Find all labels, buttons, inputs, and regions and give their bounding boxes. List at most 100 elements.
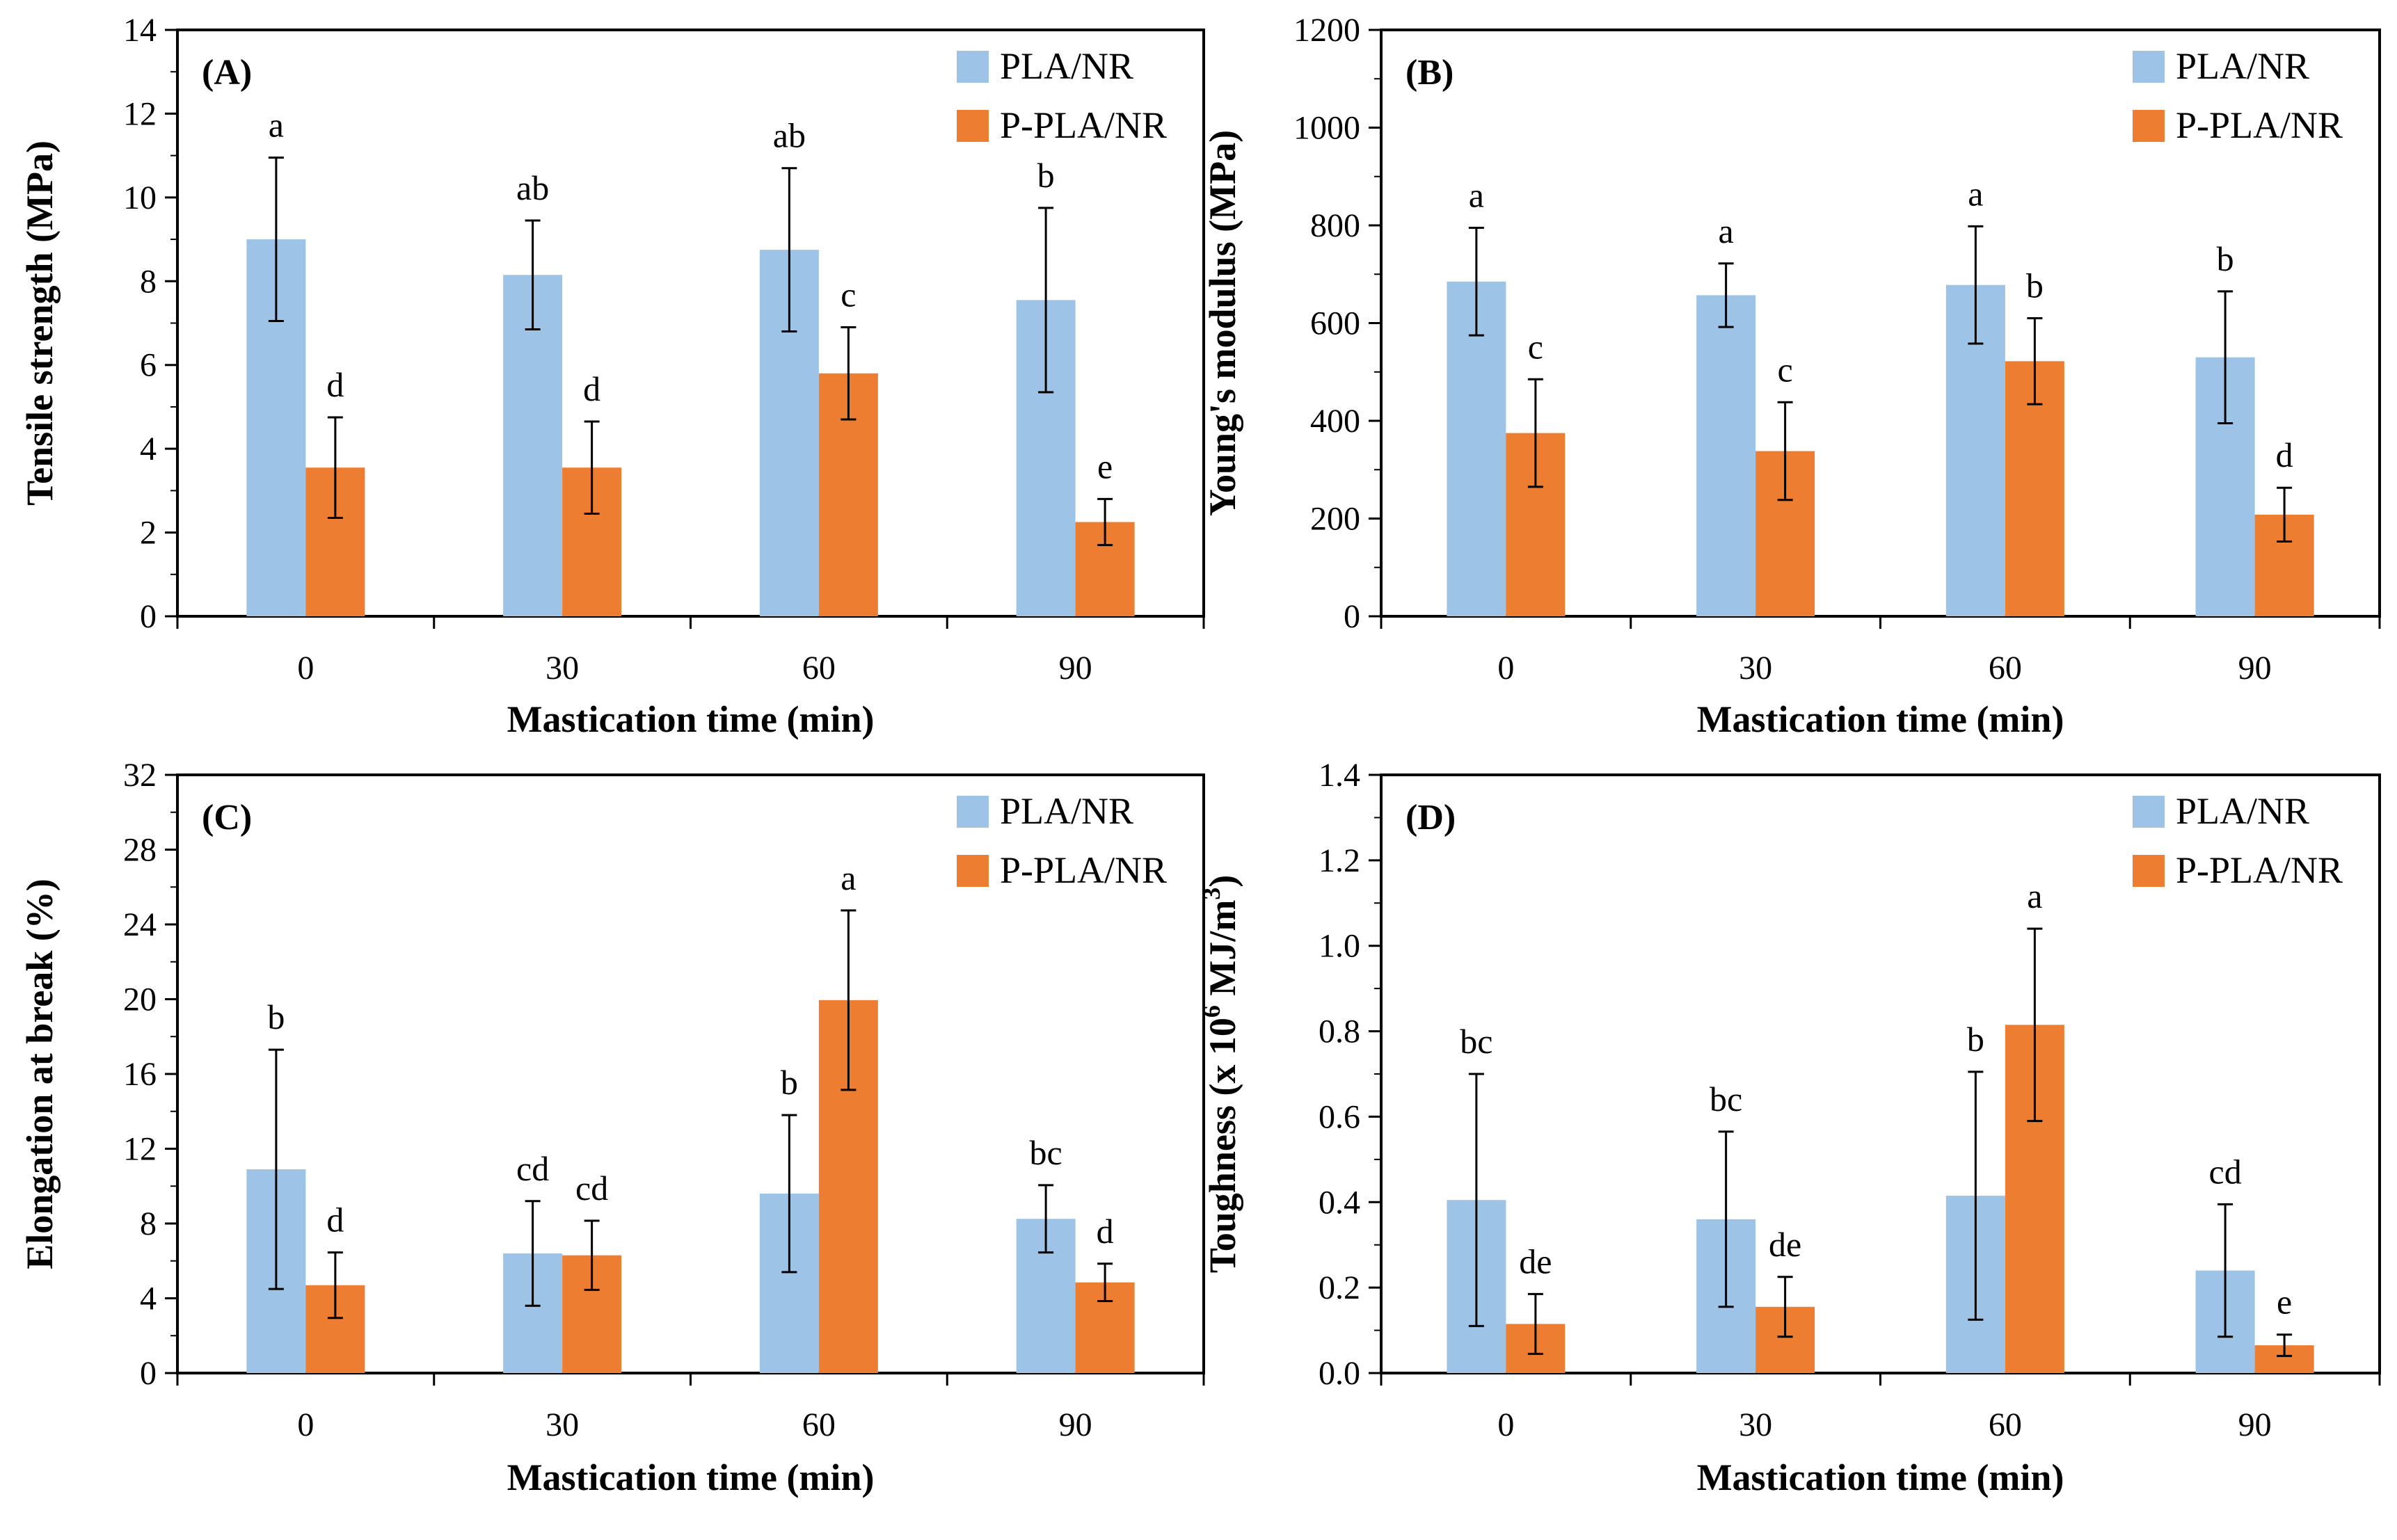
significance-letter: b [267,997,285,1036]
y-tick-label: 0 [1344,598,1360,635]
significance-letter: d [2276,435,2293,474]
panel-label: (C) [202,798,252,837]
y-tick-label: 6 [140,347,157,384]
legend-label: PLA/NR [1000,45,1133,87]
series-pla-nr: bc bc b cd [1447,1020,2255,1373]
bar [1696,295,1756,616]
y-axis-title: Toughness (x 106 MJ/m3) [1197,875,1243,1274]
significance-letter: d [1097,1212,1114,1251]
significance-letter: bc [1030,1133,1062,1172]
y-tick-label: 32 [123,757,157,794]
significance-letter: de [1769,1225,1801,1264]
legend-swatch [2133,855,2165,887]
significance-letter: b [1037,156,1055,195]
significance-letter: b [2026,266,2044,305]
y-tick-label: 4 [140,1281,157,1317]
significance-letter: cd [2209,1152,2242,1191]
x-tick-label: 90 [2238,650,2272,687]
x-tick-label: 30 [1739,1406,1772,1443]
x-tick-label: 30 [546,1406,579,1443]
x-axis-title: Mastication time (min) [507,698,875,740]
significance-letter: d [583,369,600,408]
y-tick-label: 1.4 [1319,757,1360,794]
significance-letter: e [1097,447,1113,486]
y-tick-label: 600 [1310,305,1360,342]
y-tick-label: 12 [123,1131,157,1168]
series-p-pla-nr: d d c e [305,275,1135,616]
x-axis-title: Mastication time (min) [1697,1457,2064,1498]
panel-label: (A) [202,53,252,93]
x-tick-label: 0 [1497,650,1514,687]
significance-letter: bc [1710,1080,1742,1118]
significance-letter: d [326,365,344,404]
y-tick-label: 0.8 [1319,1013,1360,1050]
x-tick-label: 90 [1059,1406,1092,1443]
x-tick-label: 60 [802,1406,836,1443]
panel-label: (D) [1405,798,1456,837]
legend-swatch [957,110,989,142]
y-tick-label: 14 [123,12,157,49]
series-pla-nr: a ab ab b [246,106,1076,617]
chart-panel-d: 0.00.20.40.60.81.01.21.40 30 60 90bcbcbcdde… [1197,757,2381,1498]
significance-letter: a [1469,176,1484,215]
x-tick-label: 30 [546,650,579,687]
legend-swatch [2133,51,2165,83]
significance-letter: b [1967,1020,1984,1059]
significance-letter: a [2027,876,2042,915]
series-p-pla-nr: d cd a d [305,858,1135,1373]
legend-swatch [2133,796,2165,828]
y-tick-label: 800 [1310,207,1360,244]
y-tick-label: 20 [123,981,157,1018]
legend: PLA/NR P-PLA/NR [2133,45,2343,146]
legend-label: PLA/NR [1000,790,1133,832]
significance-letter: cd [516,1149,549,1188]
x-tick-label: 0 [297,650,314,687]
series-pla-nr: a a a b [1447,174,2255,616]
y-tick-label: 24 [123,906,157,943]
y-axis-title: Elongation at break (%) [19,879,61,1269]
significance-letter: b [781,1063,798,1102]
bar [1447,281,1506,616]
y-tick-label: 400 [1310,403,1360,440]
significance-letter: c [1778,350,1793,389]
significance-letter: a [1968,174,1983,213]
y-tick-label: 28 [123,832,157,869]
chart-panel-b: 0 200 400 600 800 1000 1200 0 30 60 90 a a a b c c b d (B) P… [1202,12,2381,740]
legend-label: PLA/NR [2176,45,2309,87]
x-axis-title: Mastication time (min) [507,1457,875,1498]
y-axis-title: Young's modulus (MPa) [1202,130,1243,516]
x-tick-label: 90 [1059,650,1092,687]
y-tick-label: 0 [140,598,157,635]
y-axis-title: Tensile strength (MPa) [19,141,61,506]
y-tick-label: 0.0 [1319,1355,1360,1392]
significance-letter: bc [1460,1022,1492,1061]
series-p-pla-nr: c c b d [1506,266,2314,616]
x-tick-label: 60 [1989,1406,2022,1443]
x-tick-label: 0 [1497,1406,1514,1443]
y-tick-label: 8 [140,263,157,300]
x-tick-label: 60 [1989,650,2022,687]
y-tick-label: 0.6 [1319,1098,1360,1135]
legend-swatch [2133,110,2165,142]
y-axis-title-part: 6 [1197,1005,1225,1018]
legend-label: PLA/NR [2176,790,2309,832]
y-tick-label: 12 [123,95,157,132]
x-tick-label: 60 [802,650,836,687]
legend-swatch [957,855,989,887]
chart-panel-a: 0 2 4 6 8 10 12 14 0 30 60 90 a ab ab b d d c e (A) PLA/NR P-P… [19,12,1205,740]
legend: PLA/NR P-PLA/NR [2133,790,2343,891]
legend-label: P-PLA/NR [1000,104,1167,146]
x-axis-title: Mastication time (min) [1697,698,2064,740]
significance-letter: b [2217,239,2234,278]
significance-letter: cd [575,1169,608,1208]
y-tick-label: 4 [140,431,157,467]
significance-letter: d [326,1201,344,1240]
y-tick-label: 16 [123,1056,157,1093]
x-tick-label: 90 [2238,1406,2272,1443]
significance-letter: a [1719,211,1734,250]
y-tick-label: 0.2 [1319,1269,1360,1306]
significance-letter: a [269,106,284,145]
y-tick-label: 0 [140,1355,157,1392]
legend-label: P-PLA/NR [1000,849,1167,891]
